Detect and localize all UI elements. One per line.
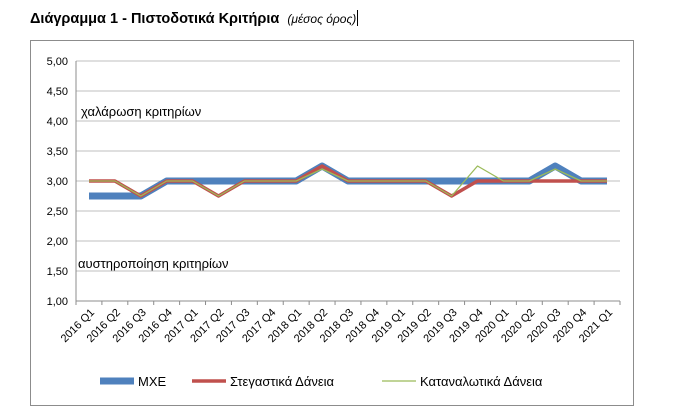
chart-frame	[30, 40, 634, 406]
y-tick-label: 2,00	[47, 236, 68, 248]
y-tick-label: 3,50	[47, 146, 68, 158]
series-line	[89, 165, 607, 197]
legend-label: ΜΧΕ	[138, 374, 167, 389]
y-tick-label: 3,00	[47, 176, 68, 188]
text-cursor	[357, 10, 359, 26]
y-tick-label: 4,50	[47, 86, 68, 98]
y-tick-label: 4,00	[47, 116, 68, 128]
chart-subtitle: (μέσος όρος)	[287, 12, 357, 26]
y-tick-label: 1,50	[47, 266, 68, 278]
legend-label: Στεγαστικά Δάνεια	[230, 374, 335, 389]
chart-heading: Διάγραμμα 1 - Πιστοδοτικά Κριτήρια (μέσο…	[30, 10, 359, 27]
series-lines	[89, 162, 607, 200]
legend: ΜΧΕ Στεγαστικά Δάνεια Καταναλωτικά Δάνεια	[100, 374, 543, 389]
chart-title: Διάγραμμα 1 - Πιστοδοτικά Κριτήρια	[30, 11, 280, 27]
gridlines	[75, 60, 621, 305]
annotation-tightening: αυστηροποίηση κριτηρίων	[78, 256, 229, 271]
annotation-easing: χαλάρωση κριτηρίων	[81, 104, 201, 119]
y-tick-label: 1,00	[47, 296, 68, 308]
y-tick-label: 2,50	[47, 206, 68, 218]
legend-label: Καταναλωτικά Δάνεια	[420, 374, 543, 389]
y-axis-tick-labels: 1,00 1,50 2,00 2,50 3,00 3,50 4,00 4,50 5,00	[47, 56, 68, 308]
y-tick-label: 5,00	[47, 56, 68, 68]
